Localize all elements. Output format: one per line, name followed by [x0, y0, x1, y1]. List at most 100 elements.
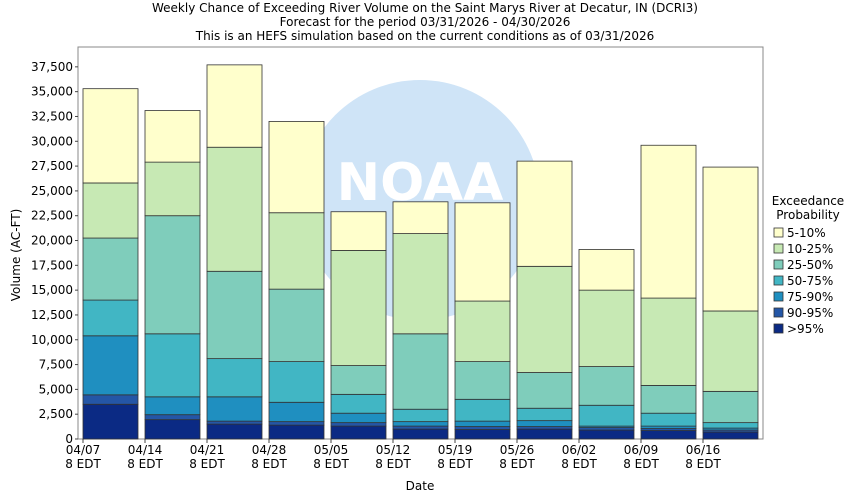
bar-segment: [268, 121, 325, 214]
legend-label: 90-95%: [787, 306, 833, 320]
bar-segment: [82, 88, 139, 184]
legend-swatch: [773, 227, 784, 238]
bar-segment: [640, 412, 697, 427]
y-tick-label: 15,000: [31, 283, 73, 297]
legend-swatch: [773, 323, 784, 334]
bar-segment: [206, 64, 263, 148]
bar-segment: [144, 215, 201, 335]
x-tick-label: 05/26 8 EDT: [499, 443, 535, 471]
bar-segment: [330, 393, 387, 414]
x-tick-label: 05/12 8 EDT: [375, 443, 411, 471]
y-tick-label: 10,000: [31, 333, 73, 347]
bar-segment: [578, 404, 635, 427]
legend-swatch: [773, 259, 784, 270]
x-tick-label: 05/05 8 EDT: [313, 443, 349, 471]
bar-segment: [392, 201, 449, 234]
y-tick-label: 30,000: [31, 134, 73, 148]
bar-segment: [144, 396, 201, 416]
bar-segment: [454, 429, 511, 440]
x-tick-label: 05/19 8 EDT: [437, 443, 473, 471]
bar-segment: [454, 361, 511, 400]
x-axis-label: Date: [406, 479, 435, 493]
bar-segment: [516, 372, 573, 409]
y-tick-label: 27,500: [31, 159, 73, 173]
legend-swatch: [773, 307, 784, 318]
x-tick-label: 04/28 8 EDT: [251, 443, 287, 471]
legend-label: 10-25%: [787, 242, 833, 256]
bar-segment: [640, 144, 697, 299]
chart-subtitle: Forecast for the period 03/31/2026 - 04/…: [280, 15, 571, 29]
bar-segment: [82, 394, 139, 405]
legend-label: 75-90%: [787, 290, 833, 304]
bar-segment: [640, 430, 697, 440]
bar-segment: [454, 426, 511, 430]
bar-segment: [330, 422, 387, 427]
bar-segment: [702, 166, 759, 312]
legend-swatch: [773, 291, 784, 302]
bar-segment: [330, 211, 387, 251]
bar-segment: [392, 408, 449, 423]
bar-segment: [330, 425, 387, 440]
bar-segment: [268, 212, 325, 290]
bar-segment: [392, 421, 449, 427]
bar-segment: [702, 431, 759, 440]
bar-segment: [578, 249, 635, 291]
bar-segment: [516, 420, 573, 427]
bar-segment: [82, 403, 139, 440]
bar-segment: [640, 297, 697, 386]
bar-segment: [330, 250, 387, 366]
x-tick-label: 04/14 8 EDT: [127, 443, 163, 471]
bar-segment: [454, 398, 511, 422]
bar-segment: [82, 182, 139, 239]
y-tick-label: 17,500: [31, 258, 73, 272]
x-tick-label: 06/16 8 EDT: [685, 443, 721, 471]
y-tick-label: 0: [65, 432, 73, 446]
legend-label: 5-10%: [787, 226, 826, 240]
bar-segment: [268, 424, 325, 440]
bar-segment: [330, 365, 387, 395]
legend-label: 25-50%: [787, 258, 833, 272]
bar-segment: [206, 358, 263, 398]
bar-segment: [578, 429, 635, 440]
bar-segment: [392, 428, 449, 440]
bar-segment: [516, 407, 573, 422]
x-tick-label: 06/09 8 EDT: [623, 443, 659, 471]
bar-segment: [578, 289, 635, 367]
bar-segment: [454, 420, 511, 427]
bar-segment: [206, 270, 263, 360]
bar-segment: [392, 233, 449, 335]
bar-segment: [578, 366, 635, 406]
y-axis-label: Volume (AC-FT): [9, 209, 23, 302]
bar-segment: [454, 202, 511, 302]
bar-segment: [268, 361, 325, 403]
x-tick-label: 04/07 8 EDT: [65, 443, 101, 471]
bar-segment: [268, 421, 325, 426]
bar-segment: [516, 265, 573, 373]
bar-segment: [268, 401, 325, 423]
bar-segment: [82, 299, 139, 337]
legend-title: Exceedance Probability: [771, 194, 845, 222]
bar-segment: [702, 310, 759, 392]
bar-segment: [392, 425, 449, 430]
legend-label: >95%: [787, 322, 824, 336]
bar-segment: [206, 423, 263, 440]
bar-segment: [82, 335, 139, 396]
legend-swatch: [773, 275, 784, 286]
bar-segment: [330, 412, 387, 424]
y-tick-label: 37,500: [31, 60, 73, 74]
bar-segment: [144, 419, 201, 440]
bar-segment: [702, 422, 759, 429]
bar-segment: [144, 414, 201, 421]
x-tick-label: 04/21 8 EDT: [189, 443, 225, 471]
bar-segment: [640, 385, 697, 414]
bar-segment: [454, 300, 511, 362]
y-tick-label: 25,000: [31, 184, 73, 198]
bar-segment: [206, 420, 263, 425]
y-tick-label: 20,000: [31, 234, 73, 248]
legend-label: 50-75%: [787, 274, 833, 288]
y-tick-label: 32,500: [31, 109, 73, 123]
y-tick-label: 5,000: [39, 382, 73, 396]
y-tick-label: 7,500: [39, 358, 73, 372]
